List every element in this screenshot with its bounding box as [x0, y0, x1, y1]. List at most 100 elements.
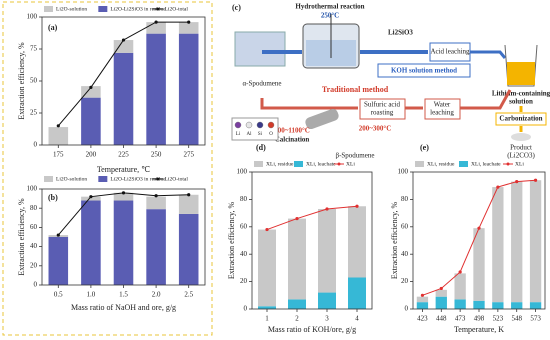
bar — [348, 277, 366, 309]
legend-label: XLi — [515, 161, 524, 167]
legend-marker — [506, 162, 510, 166]
point — [89, 195, 93, 199]
bar — [492, 187, 504, 303]
y-tick-label: 100 — [27, 13, 38, 21]
point — [187, 193, 191, 197]
y-tick-label: 20 — [30, 261, 38, 269]
bar — [288, 299, 306, 309]
label: 250°C — [321, 12, 339, 20]
legend-swatch — [254, 161, 263, 167]
x-tick-label: 448 — [436, 315, 447, 323]
point — [56, 233, 60, 237]
label: solution — [509, 98, 533, 106]
arrow — [470, 50, 507, 59]
element-dot — [234, 121, 242, 129]
legend-marker — [156, 177, 160, 181]
point — [187, 20, 191, 24]
element-dot — [267, 121, 275, 129]
point — [496, 185, 500, 189]
label: leaching — [430, 109, 454, 117]
y-axis-label: Extraction efficiency, % — [227, 202, 236, 280]
bar — [146, 196, 166, 210]
x-tick-label: 225 — [118, 151, 129, 159]
legend-marker — [156, 7, 160, 11]
plot-frame — [412, 171, 546, 310]
bar — [178, 194, 199, 214]
bar — [113, 200, 134, 285]
bar — [529, 302, 542, 309]
panel-label: (b) — [48, 193, 58, 202]
point — [458, 270, 462, 274]
bar — [258, 229, 276, 307]
legend-marker — [337, 162, 341, 166]
element-label: Li — [236, 132, 241, 137]
legend-label: XLi, leachate — [471, 161, 501, 167]
point — [89, 85, 93, 89]
label: 900~1100°C — [274, 127, 310, 135]
y-tick-label: 75 — [30, 45, 38, 53]
label: 200~300°C — [359, 125, 392, 133]
box — [424, 98, 461, 120]
panel-label: (a) — [48, 23, 58, 32]
point — [533, 178, 538, 182]
y-axis-label: Extraction efficiency, % — [17, 42, 26, 120]
legend-swatch — [294, 161, 303, 167]
plot-frame — [41, 188, 206, 286]
bar — [146, 22, 166, 34]
y-tick-label: 0 — [405, 305, 409, 313]
label: β-Spodumene — [336, 152, 375, 160]
x-tick-label: 473 — [455, 315, 466, 323]
box — [377, 63, 471, 78]
legend-box — [231, 117, 279, 141]
point — [420, 293, 425, 297]
bar — [492, 302, 504, 309]
y-tick-label: 25 — [30, 109, 38, 117]
label: Li2SiO3 — [388, 29, 413, 37]
y-tick-label: 80 — [401, 195, 409, 203]
label: Hydrothermal reaction — [295, 3, 364, 11]
x-tick-label: 0.5 — [54, 291, 63, 299]
y-tick-label: 0 — [34, 141, 38, 149]
bar — [178, 213, 199, 285]
x-tick-label: 523 — [493, 315, 504, 323]
x-tick-label: 2.5 — [184, 291, 193, 299]
y-tick-label: 100 — [398, 168, 409, 176]
bar — [178, 22, 199, 34]
element-label: O — [269, 132, 273, 137]
bar — [146, 209, 166, 285]
y-tick-label: 100 — [237, 168, 248, 176]
point — [265, 227, 269, 232]
box — [495, 112, 547, 126]
beaker-liquid — [507, 62, 535, 85]
legend-swatch — [459, 161, 468, 167]
point — [477, 226, 481, 230]
x-tick-label: 1.5 — [119, 291, 128, 299]
x-axis-label: Temperature, ℃ — [97, 165, 150, 174]
element-dot — [256, 121, 264, 129]
legend-swatch — [44, 6, 53, 12]
bar — [529, 180, 542, 303]
point — [154, 194, 158, 198]
label: Traditional method — [322, 85, 389, 94]
bar — [81, 196, 101, 201]
bar — [113, 192, 134, 201]
point — [154, 20, 158, 24]
bar — [81, 97, 101, 145]
y-axis-label: Extraction efficiency, % — [17, 198, 26, 276]
panel-label: (e) — [420, 143, 429, 152]
y-tick-label: 20 — [240, 277, 248, 285]
label: Product — [510, 144, 532, 152]
y-tick-label: 80 — [240, 195, 248, 203]
box — [359, 98, 406, 120]
x-tick-label: 200 — [86, 151, 97, 159]
bar — [435, 296, 447, 309]
bar — [113, 52, 134, 146]
x-tick-label: 2 — [295, 315, 299, 323]
point — [295, 216, 299, 221]
bar — [348, 206, 366, 278]
diagram: (c) Hydrothermal reaction 250°C Li2SiO3 … — [231, 3, 550, 160]
kiln — [305, 108, 339, 130]
bar — [113, 40, 134, 53]
y-tick-label: 60 — [240, 222, 248, 230]
